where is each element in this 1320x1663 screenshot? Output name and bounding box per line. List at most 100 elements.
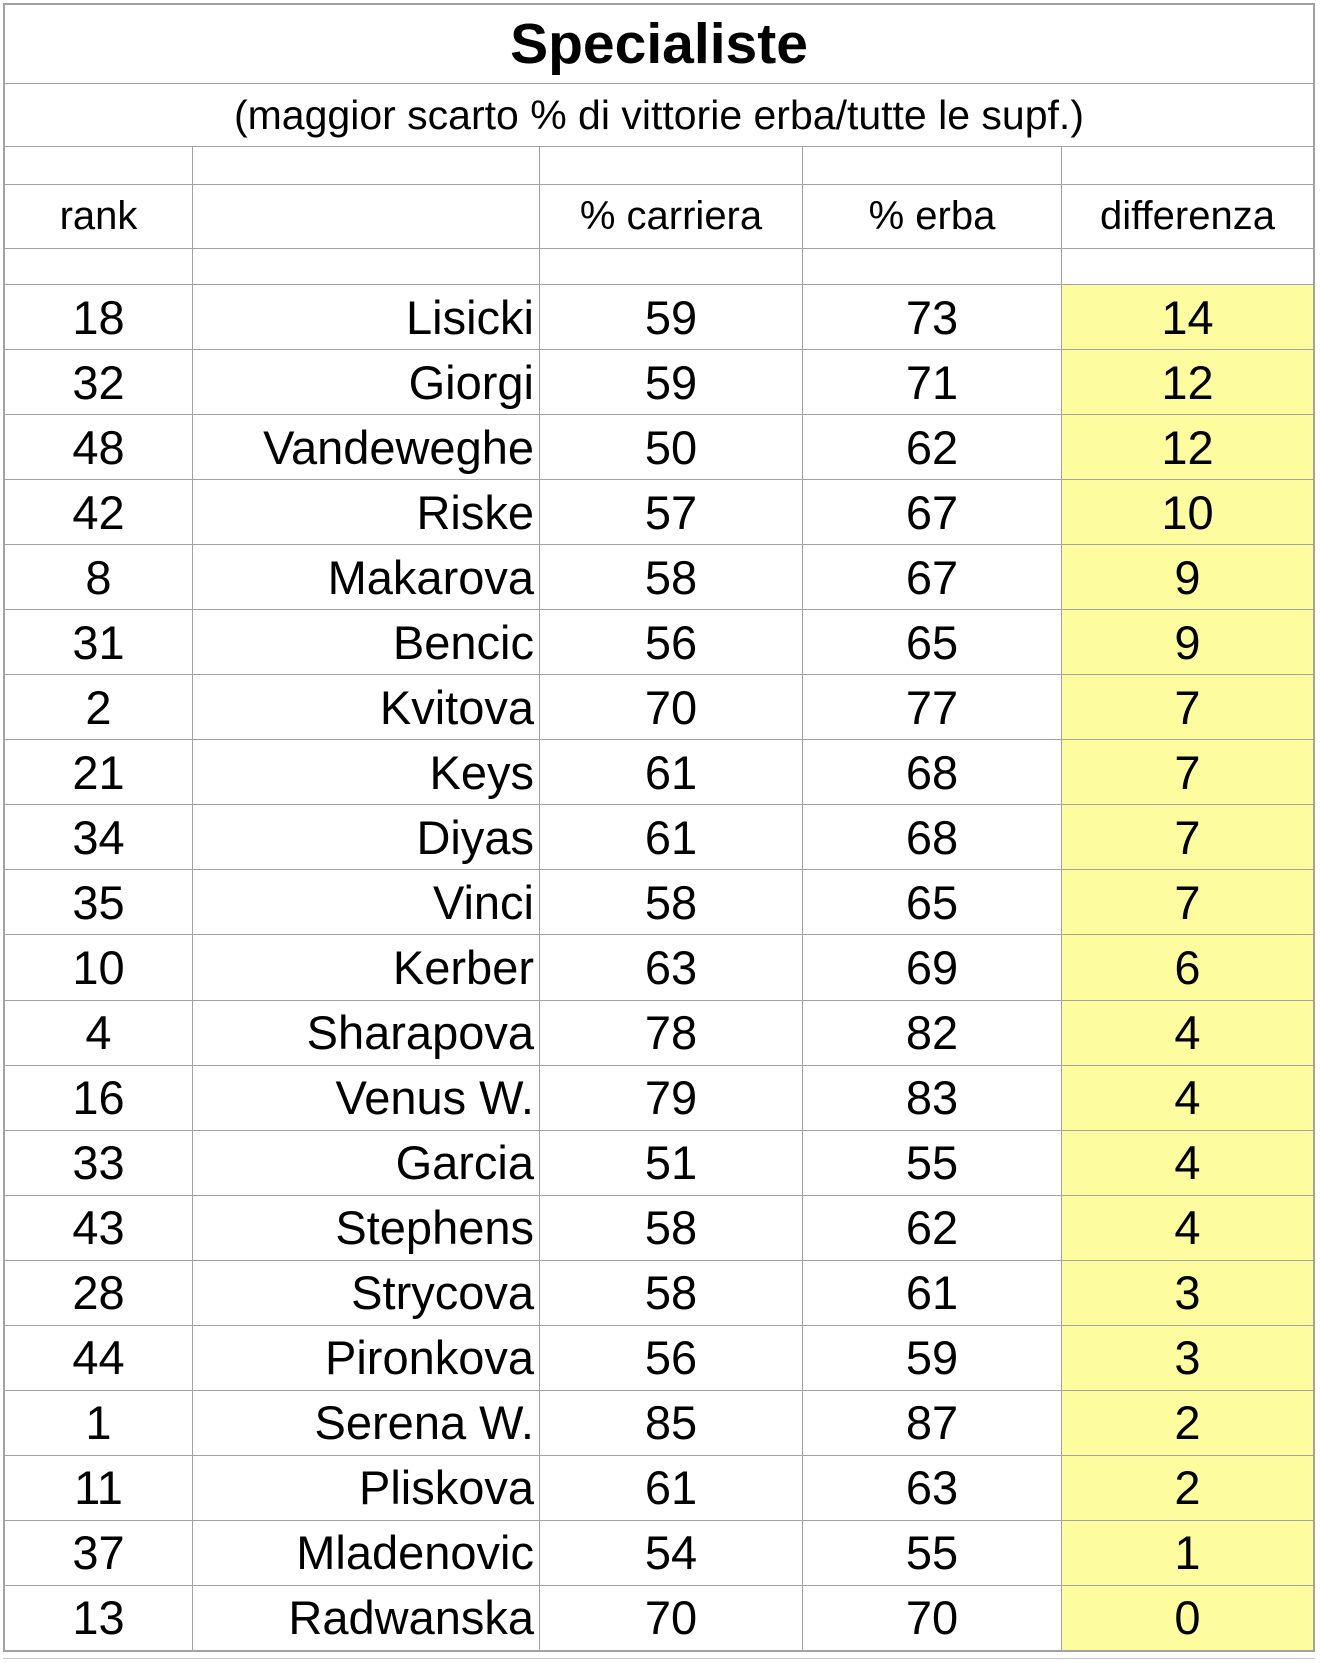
rank-cell: 37 <box>5 1520 192 1585</box>
carriera-cell: 50 <box>540 415 802 480</box>
differenza-cell: 7 <box>1062 740 1313 805</box>
erba-cell: 68 <box>803 740 1061 805</box>
differenza-cell: 3 <box>1062 1260 1313 1325</box>
spacer-cell <box>1062 249 1313 284</box>
erba-cell: 55 <box>803 1520 1061 1585</box>
column-header-name <box>193 185 539 248</box>
differenza-cell: 4 <box>1062 1000 1313 1065</box>
carriera-cell: 58 <box>540 870 802 935</box>
differenza-cell: 4 <box>1062 1130 1313 1195</box>
name-cell: Sharapova <box>193 1000 539 1065</box>
spacer-cell <box>803 249 1061 284</box>
name-cell: Vandeweghe <box>193 415 539 480</box>
specialists-table: Specialiste (maggior scarto % di vittori… <box>3 3 1315 1652</box>
carriera-cell: 61 <box>540 1455 802 1520</box>
rank-cell: 34 <box>5 805 192 870</box>
differenza-cell: 10 <box>1062 480 1313 545</box>
carriera-cell: 51 <box>540 1130 802 1195</box>
name-cell: Serena W. <box>193 1390 539 1455</box>
erba-cell: 77 <box>803 675 1061 740</box>
erba-cell: 62 <box>803 1195 1061 1260</box>
carriera-cell: 61 <box>540 740 802 805</box>
rank-cell: 48 <box>5 415 192 480</box>
erba-cell: 70 <box>803 1585 1061 1650</box>
erba-cell: 62 <box>803 415 1061 480</box>
differenza-cell: 14 <box>1062 285 1313 350</box>
name-cell: Strycova <box>193 1260 539 1325</box>
erba-cell: 82 <box>803 1000 1061 1065</box>
carriera-cell: 78 <box>540 1000 802 1065</box>
name-cell: Garcia <box>193 1130 539 1195</box>
differenza-cell: 3 <box>1062 1325 1313 1390</box>
erba-cell: 87 <box>803 1390 1061 1455</box>
spacer-cell <box>803 147 1061 184</box>
rank-cell: 35 <box>5 870 192 935</box>
carriera-cell: 70 <box>540 675 802 740</box>
column-header-differenza: differenza <box>1062 185 1313 248</box>
differenza-cell: 9 <box>1062 545 1313 610</box>
spacer-cell <box>540 147 802 184</box>
rank-cell: 21 <box>5 740 192 805</box>
differenza-cell: 7 <box>1062 870 1313 935</box>
table-title: Specialiste <box>5 5 1313 83</box>
carriera-cell: 59 <box>540 285 802 350</box>
erba-cell: 55 <box>803 1130 1061 1195</box>
spacer-cell <box>193 147 539 184</box>
erba-cell: 68 <box>803 805 1061 870</box>
name-cell: Pliskova <box>193 1455 539 1520</box>
rank-cell: 13 <box>5 1585 192 1650</box>
carriera-cell: 70 <box>540 1585 802 1650</box>
name-cell: Giorgi <box>193 350 539 415</box>
column-header-erba: % erba <box>803 185 1061 248</box>
carriera-cell: 59 <box>540 350 802 415</box>
differenza-cell: 4 <box>1062 1065 1313 1130</box>
name-cell: Stephens <box>193 1195 539 1260</box>
erba-cell: 65 <box>803 610 1061 675</box>
spacer-cell <box>5 249 192 284</box>
erba-cell: 73 <box>803 285 1061 350</box>
name-cell: Vinci <box>193 870 539 935</box>
differenza-cell: 2 <box>1062 1455 1313 1520</box>
name-cell: Diyas <box>193 805 539 870</box>
rank-cell: 44 <box>5 1325 192 1390</box>
carriera-cell: 85 <box>540 1390 802 1455</box>
carriera-cell: 58 <box>540 545 802 610</box>
spacer-cell <box>5 147 192 184</box>
name-cell: Lisicki <box>193 285 539 350</box>
name-cell: Pironkova <box>193 1325 539 1390</box>
rank-cell: 16 <box>5 1065 192 1130</box>
erba-cell: 65 <box>803 870 1061 935</box>
name-cell: Venus W. <box>193 1065 539 1130</box>
rank-cell: 2 <box>5 675 192 740</box>
spacer-cell <box>193 249 539 284</box>
name-cell: Radwanska <box>193 1585 539 1650</box>
rank-cell: 28 <box>5 1260 192 1325</box>
spacer-cell <box>540 249 802 284</box>
erba-cell: 67 <box>803 480 1061 545</box>
carriera-cell: 61 <box>540 805 802 870</box>
name-cell: Kerber <box>193 935 539 1000</box>
rank-cell: 4 <box>5 1000 192 1065</box>
erba-cell: 83 <box>803 1065 1061 1130</box>
rank-cell: 33 <box>5 1130 192 1195</box>
table-subtitle: (maggior scarto % di vittorie erba/tutte… <box>5 84 1313 146</box>
differenza-cell: 12 <box>1062 350 1313 415</box>
erba-cell: 63 <box>803 1455 1061 1520</box>
rank-cell: 11 <box>5 1455 192 1520</box>
rank-cell: 43 <box>5 1195 192 1260</box>
rank-cell: 42 <box>5 480 192 545</box>
name-cell: Keys <box>193 740 539 805</box>
rank-cell: 1 <box>5 1390 192 1455</box>
carriera-cell: 56 <box>540 610 802 675</box>
differenza-cell: 12 <box>1062 415 1313 480</box>
rank-cell: 8 <box>5 545 192 610</box>
differenza-cell: 7 <box>1062 675 1313 740</box>
erba-cell: 61 <box>803 1260 1061 1325</box>
erba-cell: 71 <box>803 350 1061 415</box>
carriera-cell: 63 <box>540 935 802 1000</box>
erba-cell: 69 <box>803 935 1061 1000</box>
differenza-cell: 2 <box>1062 1390 1313 1455</box>
differenza-cell: 6 <box>1062 935 1313 1000</box>
carriera-cell: 58 <box>540 1260 802 1325</box>
rank-cell: 18 <box>5 285 192 350</box>
